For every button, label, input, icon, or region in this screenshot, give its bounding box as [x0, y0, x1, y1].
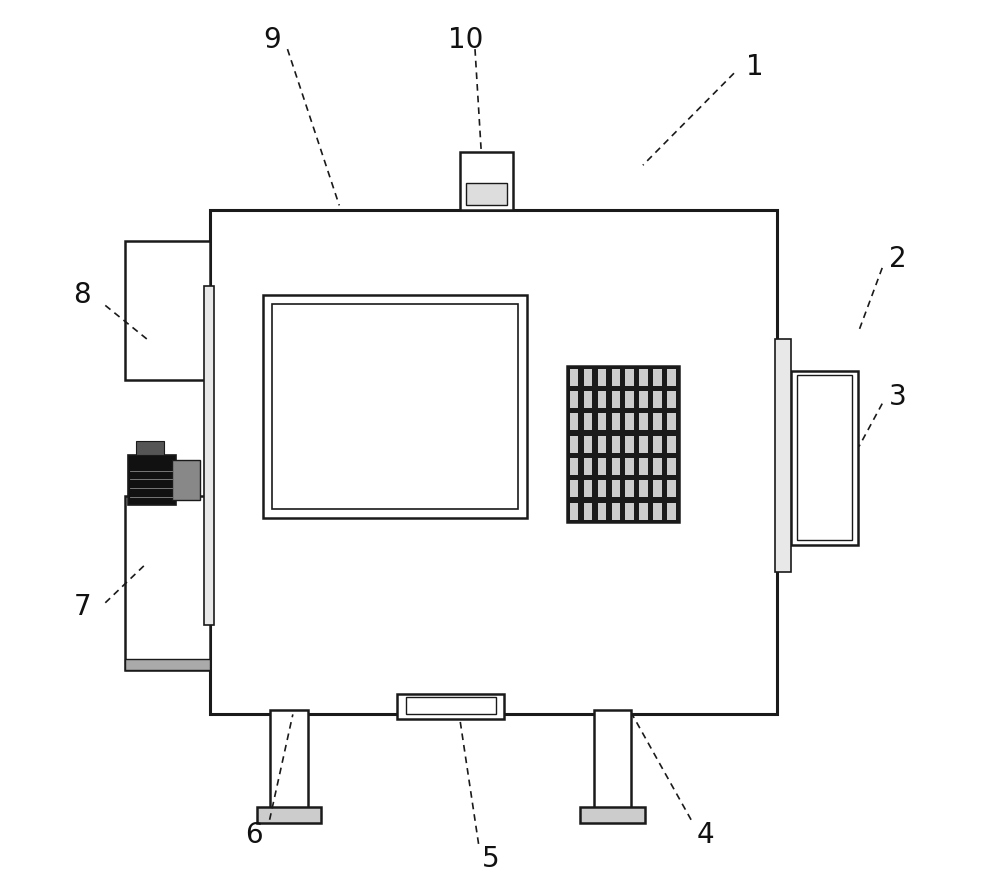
- Bar: [612, 458, 620, 475]
- Bar: [667, 458, 676, 475]
- Bar: [625, 413, 634, 430]
- Bar: [667, 369, 676, 386]
- Bar: [210, 210, 777, 714]
- Bar: [584, 391, 592, 408]
- Bar: [612, 503, 620, 520]
- Bar: [598, 503, 606, 520]
- Bar: [653, 458, 662, 475]
- Bar: [639, 391, 648, 408]
- Bar: [584, 503, 592, 520]
- Text: 9: 9: [263, 26, 281, 54]
- Bar: [460, 152, 513, 210]
- Bar: [584, 480, 592, 497]
- Bar: [584, 458, 592, 475]
- Bar: [257, 807, 321, 823]
- Bar: [594, 710, 631, 813]
- Bar: [612, 369, 620, 386]
- Bar: [625, 503, 634, 520]
- Bar: [172, 461, 200, 499]
- Text: 3: 3: [889, 383, 906, 412]
- Bar: [639, 458, 648, 475]
- Bar: [653, 436, 662, 453]
- Bar: [667, 391, 676, 408]
- Bar: [406, 697, 496, 714]
- Text: 5: 5: [482, 845, 500, 873]
- Bar: [584, 369, 592, 386]
- Bar: [204, 286, 214, 625]
- Bar: [570, 413, 578, 430]
- Text: 6: 6: [246, 821, 263, 849]
- Bar: [570, 503, 578, 520]
- Bar: [667, 480, 676, 497]
- Bar: [625, 369, 634, 386]
- Bar: [125, 496, 210, 670]
- Bar: [612, 436, 620, 453]
- Bar: [580, 807, 645, 823]
- Bar: [598, 436, 606, 453]
- Bar: [270, 710, 308, 813]
- Bar: [570, 458, 578, 475]
- Text: 10: 10: [448, 26, 484, 54]
- Bar: [667, 413, 676, 430]
- Text: 8: 8: [73, 280, 91, 309]
- Bar: [125, 241, 210, 380]
- Bar: [598, 480, 606, 497]
- Bar: [584, 436, 592, 453]
- Bar: [653, 413, 662, 430]
- Bar: [791, 371, 858, 545]
- Bar: [639, 413, 648, 430]
- Bar: [653, 369, 662, 386]
- Bar: [570, 369, 578, 386]
- Text: 4: 4: [697, 821, 714, 849]
- Text: 2: 2: [889, 245, 906, 273]
- Bar: [639, 503, 648, 520]
- Bar: [397, 694, 504, 719]
- Bar: [272, 304, 518, 509]
- Bar: [775, 339, 791, 572]
- Bar: [263, 295, 527, 518]
- Bar: [625, 436, 634, 453]
- Bar: [797, 375, 852, 540]
- Text: 7: 7: [73, 593, 91, 622]
- Bar: [653, 480, 662, 497]
- Bar: [653, 391, 662, 408]
- Bar: [625, 458, 634, 475]
- Bar: [653, 503, 662, 520]
- Bar: [584, 413, 592, 430]
- Bar: [612, 413, 620, 430]
- Bar: [598, 369, 606, 386]
- Bar: [125, 659, 210, 670]
- Bar: [612, 480, 620, 497]
- Bar: [625, 391, 634, 408]
- Text: 1: 1: [746, 53, 763, 81]
- Bar: [598, 391, 606, 408]
- Bar: [639, 480, 648, 497]
- Bar: [598, 413, 606, 430]
- Bar: [570, 480, 578, 497]
- Bar: [639, 369, 648, 386]
- Bar: [136, 441, 164, 455]
- Bar: [567, 366, 679, 522]
- Bar: [598, 458, 606, 475]
- Bar: [570, 391, 578, 408]
- Bar: [612, 391, 620, 408]
- Bar: [639, 436, 648, 453]
- Bar: [466, 183, 507, 205]
- Bar: [128, 455, 176, 505]
- Bar: [667, 436, 676, 453]
- Bar: [625, 480, 634, 497]
- Bar: [570, 436, 578, 453]
- Bar: [667, 503, 676, 520]
